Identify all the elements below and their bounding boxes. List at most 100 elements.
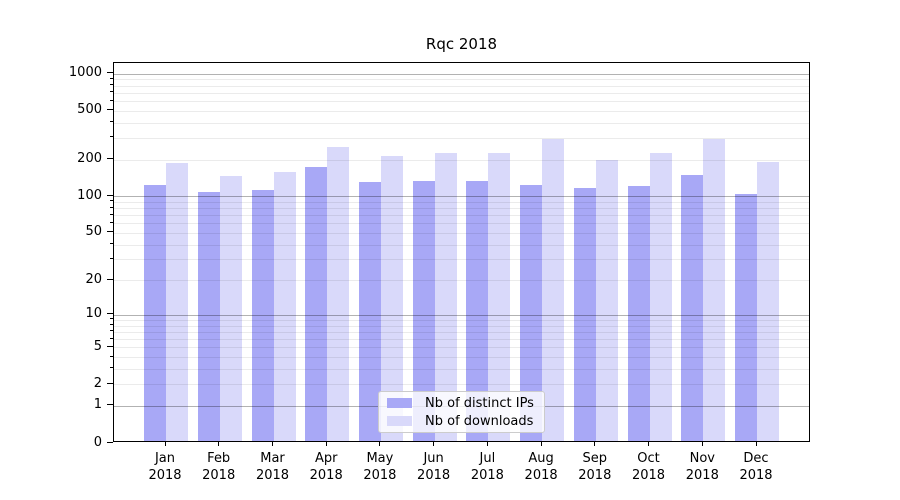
gridline-minor-5: [114, 347, 809, 349]
y-tick-label-2: 2: [93, 375, 102, 391]
bar-ips-apr: [305, 166, 328, 441]
x-tick-mark-jan: [164, 442, 166, 446]
gridline-minor-30: [114, 259, 809, 261]
y-tick-mark-1000: [107, 72, 113, 74]
y-tick-mark-50: [107, 231, 113, 233]
x-tick-label-mar: Mar 2018: [255, 451, 290, 483]
gridline-minor-80: [114, 208, 809, 210]
x-tick-mark-oct: [648, 442, 649, 446]
legend-swatch-ips: [387, 398, 412, 408]
y-tick-label-100: 100: [77, 187, 102, 203]
gridline-minor-50: [114, 232, 809, 234]
gridline-minor-200: [114, 159, 809, 161]
bar-downloads-feb: [219, 175, 242, 441]
gridline-minor-4: [114, 357, 809, 358]
legend-item-downloads: Nb of downloads: [387, 414, 536, 429]
bar-ips-aug: [520, 184, 543, 441]
y-minor-tick-mark-300: [110, 136, 113, 138]
gridline-minor-20: [114, 280, 809, 282]
y-minor-tick-mark-60: [110, 221, 113, 223]
y-minor-tick-mark-4: [110, 355, 113, 357]
gridline-minor-6: [114, 339, 809, 340]
bar-downloads-nov: [703, 138, 726, 441]
y-minor-tick-mark-7: [110, 330, 113, 332]
x-tick-mark-mar: [272, 442, 273, 446]
bar-ips-sep: [573, 188, 596, 441]
bar-ips-may: [358, 181, 381, 441]
y-minor-tick-mark-3: [110, 367, 113, 369]
gridline-minor-90: [114, 201, 809, 203]
bar-ips-jun: [412, 180, 435, 441]
x-tick-label-aug: Aug 2018: [524, 451, 558, 483]
y-minor-tick-mark-700: [110, 91, 113, 93]
legend-item-ips: Nb of distinct IPs: [387, 396, 536, 411]
x-tick-mark-sep: [594, 442, 596, 446]
x-tick-label-feb: Feb 2018: [202, 451, 236, 483]
y-tick-mark-5: [107, 345, 113, 347]
y-tick-mark-500: [107, 109, 113, 111]
gridline-major-10: [114, 314, 809, 316]
bar-ips-jan: [144, 184, 166, 441]
x-tick-mark-nov: [701, 442, 703, 446]
bar-downloads-aug: [542, 138, 565, 441]
bar-ips-dec: [735, 194, 757, 441]
chart-title: Rqc 2018: [425, 35, 498, 53]
bars-layer: [114, 63, 809, 441]
bar-ips-oct: [627, 186, 650, 441]
y-tick-label-10: 10: [85, 306, 102, 322]
y-tick-mark-20: [107, 278, 113, 280]
bar-downloads-jan: [166, 162, 188, 441]
gridline-major-100: [114, 196, 809, 198]
legend-label-ips: Nb of distinct IPs: [425, 395, 534, 411]
y-minor-tick-mark-8: [110, 324, 113, 326]
x-tick-label-jun: Jun 2018: [417, 451, 451, 483]
bar-ips-jul: [466, 181, 489, 441]
y-minor-tick-mark-9: [110, 318, 113, 320]
y-minor-tick-mark-400: [110, 121, 113, 123]
y-tick-label-5: 5: [93, 338, 102, 354]
x-tick-mark-dec: [755, 442, 757, 446]
bar-downloads-apr: [327, 146, 350, 441]
gridline-minor-3: [114, 368, 809, 370]
x-tick-label-may: May 2018: [363, 451, 397, 483]
gridline-minor-700: [114, 92, 809, 94]
gridline-minor-40: [114, 244, 809, 246]
x-tick-label-jan: Jan 2018: [148, 451, 182, 483]
y-minor-tick-mark-90: [110, 200, 113, 202]
grid-layer: [114, 63, 809, 441]
bar-downloads-mar: [273, 171, 296, 441]
x-tick-mark-jul: [486, 442, 488, 446]
bar-ips-feb: [197, 191, 220, 441]
bar-downloads-jun: [434, 152, 457, 441]
gridline-minor-500: [114, 110, 809, 112]
y-minor-tick-mark-30: [110, 257, 113, 259]
gridline-minor-800: [114, 85, 809, 87]
y-tick-label-50: 50: [85, 224, 102, 240]
x-tick-label-apr: Apr 2018: [309, 451, 343, 483]
y-tick-mark-100: [107, 194, 113, 196]
y-tick-label-1000: 1000: [68, 65, 102, 81]
y-tick-mark-1: [107, 404, 113, 406]
y-tick-label-0: 0: [93, 434, 102, 450]
y-minor-tick-mark-900: [110, 77, 113, 79]
y-tick-mark-200: [107, 158, 113, 159]
y-tick-label-500: 500: [77, 102, 102, 118]
y-minor-tick-mark-70: [110, 213, 113, 215]
y-tick-label-20: 20: [85, 271, 102, 287]
y-minor-tick-mark-600: [110, 99, 113, 101]
bar-downloads-oct: [649, 153, 672, 441]
plot-area: [113, 62, 810, 442]
legend-swatch-downloads: [387, 416, 412, 426]
y-minor-tick-mark-6: [110, 337, 113, 339]
bar-downloads-dec: [757, 162, 779, 441]
gridline-minor-8: [114, 325, 809, 327]
x-tick-mark-aug: [540, 442, 542, 446]
gridline-minor-900: [114, 79, 809, 81]
y-tick-label-1: 1: [93, 397, 102, 413]
x-tick-label-nov: Nov 2018: [685, 451, 719, 483]
gridline-minor-7: [114, 331, 809, 333]
x-tick-mark-jun: [433, 442, 435, 446]
gridline-major-1000: [114, 73, 809, 75]
y-tick-label-200: 200: [77, 151, 102, 166]
